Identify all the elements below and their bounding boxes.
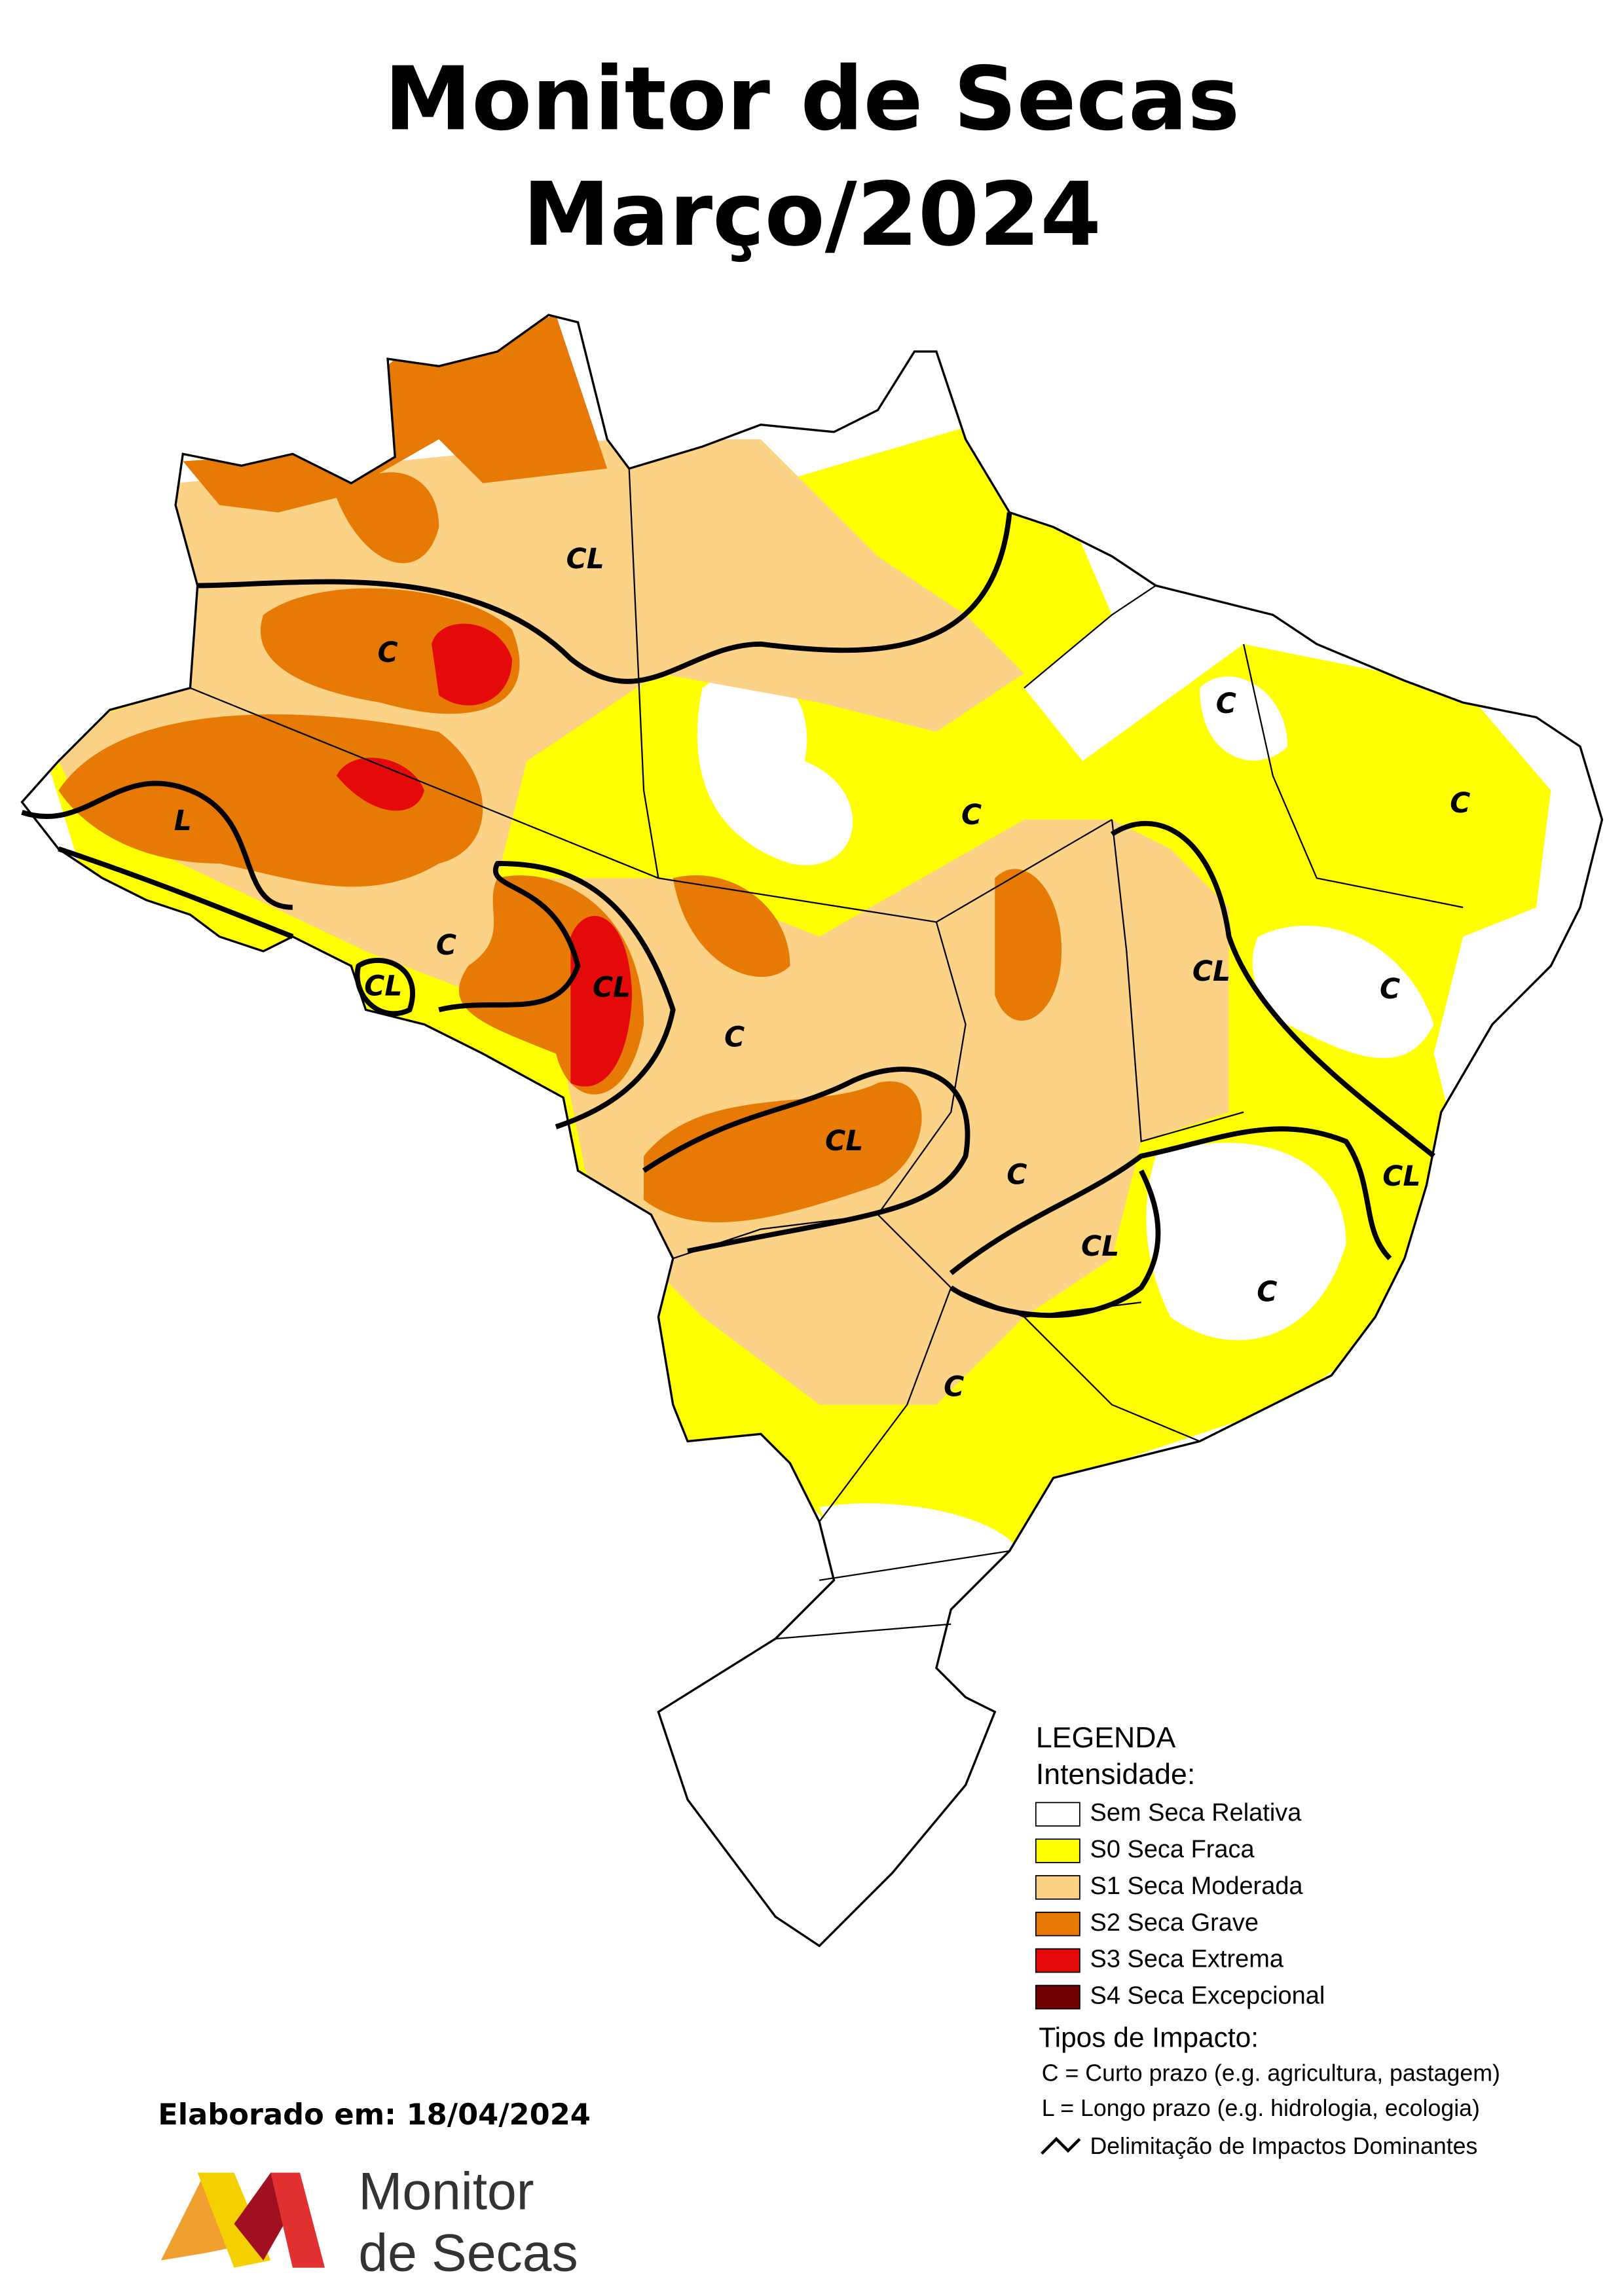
logo: Monitor de Secas bbox=[160, 2162, 578, 2282]
impact-label: C bbox=[961, 799, 982, 831]
impact-label: C bbox=[944, 1372, 964, 1404]
state-borders bbox=[190, 468, 1464, 1640]
impact-label: CL bbox=[1192, 956, 1230, 988]
impact-label: C bbox=[1380, 974, 1400, 1006]
impact-labels: CL C L C CL CL C CL C C C CL C C CL CL C… bbox=[174, 543, 1471, 1404]
impact-item: C = Curto prazo (e.g. agricultura, pasta… bbox=[1042, 2060, 1500, 2086]
logo-text: de Secas bbox=[358, 2223, 578, 2282]
impact-label: L bbox=[174, 805, 192, 837]
date: Elaborado em: 18/04/2024 bbox=[158, 2098, 591, 2132]
drought-areas bbox=[29, 315, 1551, 1580]
legend-subtitle: Intensidade: bbox=[1036, 1758, 1195, 1791]
legend-label: S3 Seca Extrema bbox=[1090, 1946, 1284, 1973]
legend-label: S0 Seca Fraca bbox=[1090, 1836, 1255, 1863]
impact-label: C bbox=[724, 1022, 745, 1054]
legend-label: Sem Seca Relativa bbox=[1090, 1799, 1302, 1827]
impact-label: C bbox=[1006, 1159, 1027, 1192]
impact-label: CL bbox=[566, 543, 604, 575]
impact-label: C bbox=[1216, 688, 1236, 720]
logo-shape bbox=[160, 2172, 242, 2261]
impact-label: C bbox=[1257, 1276, 1277, 1308]
impact-title: Tipos de Impacto: bbox=[1039, 2022, 1259, 2052]
impact-label: C bbox=[377, 637, 397, 669]
subtitle: Março/2024 bbox=[523, 164, 1101, 266]
impact-label: CL bbox=[1382, 1161, 1420, 1193]
logo-shape bbox=[270, 2172, 325, 2268]
boundary-symbol bbox=[1041, 2137, 1081, 2155]
legend-swatch bbox=[1035, 1838, 1080, 1863]
impact-label: CL bbox=[593, 972, 631, 1004]
legend-swatch bbox=[1035, 1802, 1080, 1827]
impact-item: L = Longo prazo (e.g. hidrologia, ecolog… bbox=[1042, 2095, 1480, 2121]
legend-swatch bbox=[1035, 1911, 1080, 1937]
legend-swatch bbox=[1035, 1948, 1080, 1973]
impact-label: CL bbox=[364, 970, 402, 1002]
impact-label: C bbox=[436, 930, 456, 962]
impact-label: CL bbox=[825, 1125, 863, 1157]
boundary-item: Delimitação de Impactos Dominantes bbox=[1090, 2133, 1478, 2159]
legend-label: S2 Seca Grave bbox=[1090, 1909, 1259, 1937]
impact-label: CL bbox=[1081, 1231, 1119, 1263]
legend-label: S1 Seca Moderada bbox=[1090, 1872, 1304, 1900]
drought-map: CL C L C CL CL C CL C C C CL C C CL CL C… bbox=[20, 314, 1604, 1947]
impact-boundaries bbox=[21, 512, 1435, 1318]
title: Monitor de Secas bbox=[384, 48, 1240, 150]
impact-label: C bbox=[1450, 788, 1470, 820]
logo-text: Monitor bbox=[358, 2162, 534, 2221]
legend-swatch bbox=[1035, 1984, 1080, 2010]
legend-label: S4 Seca Excepcional bbox=[1090, 1982, 1325, 2010]
legend: LEGENDA Intensidade: Tipos de Impacto: C… bbox=[1035, 1722, 1500, 2159]
legend-swatch bbox=[1035, 1875, 1080, 1900]
legend-title: LEGENDA bbox=[1036, 1722, 1176, 1754]
